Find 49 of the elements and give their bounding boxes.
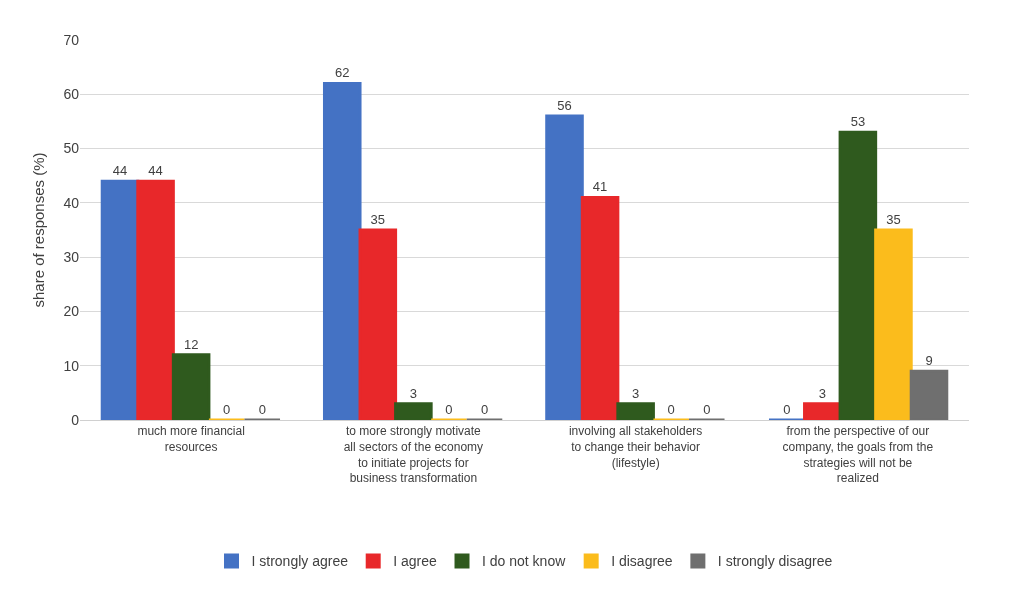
legend-label: I do not know xyxy=(482,553,567,570)
y-axis-title: share of responses (%) xyxy=(29,152,47,308)
legend-label: I strongly agree xyxy=(251,553,349,570)
data-label: 35 xyxy=(370,212,386,227)
bar xyxy=(545,114,584,420)
y-tick-label: 0 xyxy=(71,411,80,428)
data-label: 0 xyxy=(445,402,453,417)
bar xyxy=(171,353,211,420)
bar xyxy=(803,402,842,420)
bar xyxy=(394,402,433,420)
data-label: 0 xyxy=(703,402,711,417)
y-tick-label: 20 xyxy=(63,303,80,320)
y-tick-label: 60 xyxy=(63,86,80,103)
data-label: 0 xyxy=(223,402,231,417)
y-tick-label: 70 xyxy=(63,31,80,48)
bar xyxy=(358,228,398,420)
bar xyxy=(136,179,175,420)
data-label: 0 xyxy=(667,402,675,417)
bar xyxy=(580,195,620,420)
y-tick-label: 30 xyxy=(63,249,80,266)
data-label: 3 xyxy=(409,385,417,401)
bar xyxy=(616,402,655,420)
bar xyxy=(838,130,878,420)
legend-label: I disagree xyxy=(611,553,673,570)
y-tick-label: 50 xyxy=(63,140,80,157)
data-label: 0 xyxy=(258,402,266,417)
data-label: 62 xyxy=(335,65,350,81)
bar xyxy=(874,228,913,420)
data-label: 0 xyxy=(480,402,489,417)
data-label: 3 xyxy=(632,385,640,401)
x-tick-label: involving all stakeholders to change their behavior (lifestyle) xyxy=(568,424,703,470)
y-tick-label: 40 xyxy=(63,194,80,211)
y-tick-label: 10 xyxy=(63,357,80,374)
bar xyxy=(322,81,362,420)
data-label: 53 xyxy=(850,114,866,130)
data-label: 9 xyxy=(925,353,933,369)
data-label: 35 xyxy=(886,212,901,227)
legend-label: I agree xyxy=(393,553,438,570)
data-label: 56 xyxy=(557,98,572,113)
x-tick-label: from the perspective of our company, the goals from the strategies will not be realized xyxy=(782,424,934,486)
x-tick-label: to more strongly motivate all sectors of the economy to initiate projects for business transformation xyxy=(343,424,484,486)
legend-label: I strongly disagree xyxy=(717,553,833,570)
x-tick-label: much more financial resources xyxy=(137,424,245,454)
data-label: 12 xyxy=(183,336,199,352)
data-label: 3 xyxy=(818,385,826,401)
data-label: 44 xyxy=(148,163,163,179)
data-label: 41 xyxy=(592,179,608,195)
data-label: 44 xyxy=(112,163,128,179)
data-label: 0 xyxy=(783,402,791,417)
